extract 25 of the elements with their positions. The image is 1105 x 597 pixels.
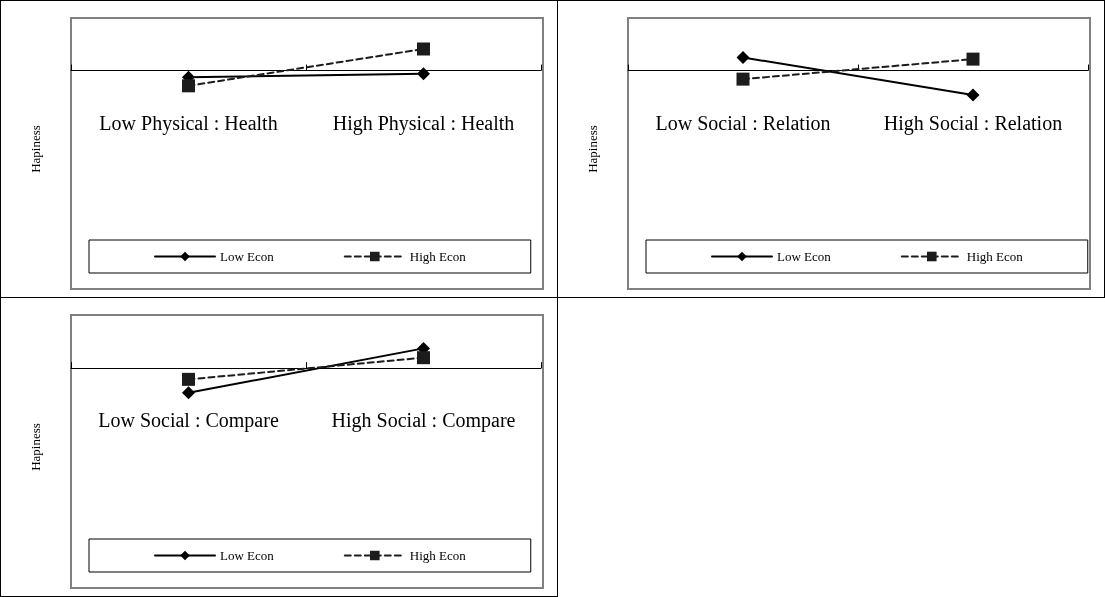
point [736, 51, 750, 65]
point [182, 79, 195, 93]
point [417, 42, 430, 56]
x-tick-label: Low Social : Compare [98, 409, 279, 433]
point [417, 351, 430, 365]
legend-label: High Econ [409, 548, 467, 563]
point [182, 372, 195, 386]
x-tick-label: High Social : Relation [883, 111, 1063, 135]
x-tick-label: Low Physical : Health [99, 111, 278, 135]
legend-label: High Econ [966, 249, 1024, 264]
point [417, 67, 430, 81]
y-axis-title: Hapiness [28, 423, 43, 471]
y-axis-title: Hapiness [585, 125, 600, 173]
legend-label: Low Econ [220, 249, 275, 264]
y-axis-title: Hapiness [28, 125, 43, 173]
x-tick-label: High Physical : Health [332, 111, 515, 135]
x-tick-label: High Social : Compare [331, 409, 516, 433]
legend-label: High Econ [409, 249, 467, 264]
point [966, 88, 980, 102]
legend-label: Low Econ [777, 249, 832, 264]
x-tick-label: Low Social : Relation [655, 111, 831, 134]
point [182, 386, 195, 400]
point [736, 72, 750, 86]
point [966, 52, 980, 66]
legend-label: Low Econ [220, 548, 275, 563]
